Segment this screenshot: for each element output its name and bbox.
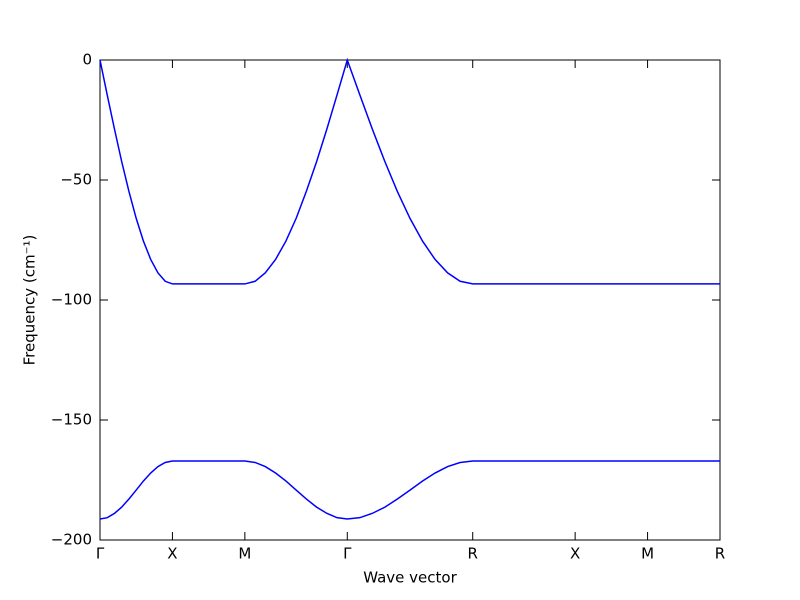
x-axis-label: Wave vector <box>363 569 457 587</box>
plot-frame <box>99 59 721 541</box>
y-tick-label: −200 <box>51 531 92 549</box>
band-line <box>99 57 720 285</box>
x-tick-label: Γ <box>96 545 105 563</box>
x-tick-label: X <box>167 545 177 563</box>
band-line <box>99 460 720 520</box>
y-tick-label: −150 <box>51 411 92 429</box>
x-tick-label: M <box>238 545 251 563</box>
x-tick-label: M <box>641 545 654 563</box>
y-tick-label: −50 <box>60 171 92 189</box>
y-tick-label: 0 <box>82 51 92 69</box>
x-tick-label: X <box>570 545 580 563</box>
y-tick-label: −100 <box>51 291 92 309</box>
x-tick-label: R <box>715 545 725 563</box>
x-tick-label: Γ <box>343 545 352 563</box>
x-tick-label: R <box>468 545 478 563</box>
y-axis-label: Frequency (cm⁻¹) <box>21 235 39 366</box>
